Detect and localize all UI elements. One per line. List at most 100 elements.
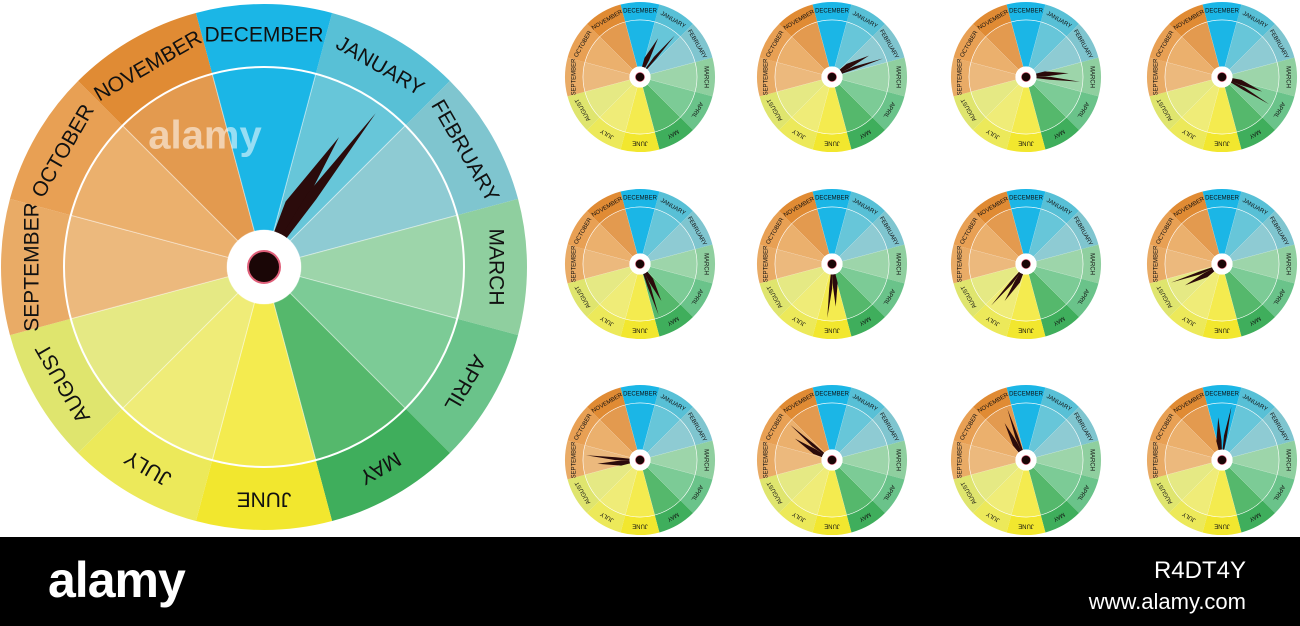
month-ring-segment [1277, 440, 1297, 480]
month-ring-segment [972, 387, 1012, 420]
month-label: MAY [666, 315, 680, 326]
ring-divider [968, 402, 1084, 518]
month-label: JUNE [1018, 522, 1034, 528]
month-ring-segment [680, 91, 713, 131]
month-label: JUNE [824, 522, 840, 528]
month-label: SEPTEMBER [1154, 245, 1160, 283]
month-ring-segment [1168, 387, 1208, 420]
month-ring-segment [1168, 117, 1208, 150]
month-ring-segment [846, 4, 886, 37]
month-ring-segment [1168, 4, 1208, 37]
month-ring-segment [846, 191, 886, 224]
month-ring-segment [872, 406, 905, 446]
month-ring-segment [759, 406, 792, 446]
month-ring-segment [1006, 132, 1046, 152]
month-label: MAY [1052, 128, 1066, 139]
month-clock: JANUARYFEBRUARYMARCHAPRILMAYJUNEJULYAUGU… [951, 189, 1101, 339]
month-label: DECEMBER [623, 196, 658, 202]
month-ring-segment [1149, 474, 1182, 514]
month-ring-segment [872, 23, 905, 63]
month-label: SEPTEMBER [764, 245, 770, 283]
month-ring-segment [315, 408, 450, 522]
month-ring-segment [654, 387, 694, 420]
clock-pin [247, 250, 281, 284]
month-ring-segment [1066, 406, 1099, 446]
month-ring-segment [972, 304, 1012, 337]
clock-pin [635, 455, 645, 465]
month-ring-segment [9, 318, 123, 453]
month-ring-segment [1168, 304, 1208, 337]
month-ring-segment [812, 319, 852, 339]
month-ring-segment [695, 244, 715, 284]
month-ring-segment [1040, 117, 1080, 150]
month-ring-segment [195, 4, 333, 74]
month-ring-segment [759, 474, 792, 514]
month-clock: JANUARYFEBRUARYMARCHAPRILMAYJUNEJULYAUGU… [565, 189, 715, 339]
month-ring-segment [1236, 304, 1276, 337]
month-label: MARCH [894, 253, 900, 275]
month-ring-segment [695, 57, 715, 97]
month-ring-segment [1081, 57, 1101, 97]
ring-divider [1164, 206, 1280, 322]
month-ring-segment [195, 460, 333, 530]
month-ring-segment [1236, 191, 1276, 224]
month-ring-segment [1149, 210, 1182, 250]
month-label: MAY [666, 128, 680, 139]
watermark: alamy [148, 114, 262, 158]
month-ring-segment [1277, 244, 1297, 284]
month-ring-segment [405, 318, 519, 453]
month-ring-segment [654, 500, 694, 533]
clock-pin [1217, 455, 1227, 465]
month-ring-segment [1168, 500, 1208, 533]
month-label: DECEMBER [623, 392, 658, 398]
footer-logo: alamy [48, 552, 186, 608]
month-ring-segment [972, 191, 1012, 224]
month-ring-segment [680, 406, 713, 446]
month-ring-segment [586, 387, 626, 420]
month-label: MAY [1052, 511, 1066, 522]
month-ring-segment [1202, 385, 1242, 405]
month-label: DECEMBER [1205, 196, 1240, 202]
footer-url: www.alamy.com [1088, 589, 1246, 614]
month-ring-segment [1262, 278, 1295, 318]
month-ring-segment [951, 244, 971, 284]
month-ring-segment [1277, 57, 1297, 97]
month-label: SEPTEMBER [1154, 441, 1160, 479]
month-label: DECEMBER [815, 9, 850, 15]
month-label: JUNE [1214, 522, 1230, 528]
month-clock: JANUARYFEBRUARYMARCHAPRILMAYJUNEJULYAUGU… [1147, 385, 1297, 535]
month-ring-segment [565, 440, 585, 480]
month-ring-segment [620, 385, 660, 405]
month-ring-segment [1006, 515, 1046, 535]
month-ring-segment [1147, 244, 1167, 284]
month-ring-segment [680, 474, 713, 514]
month-label: JUNE [824, 326, 840, 332]
month-ring-segment [654, 117, 694, 150]
month-label: JUNE [1018, 139, 1034, 145]
month-ring-segment [872, 91, 905, 131]
month-ring-segment [872, 210, 905, 250]
month-label: MAY [858, 315, 872, 326]
month-ring-segment [757, 244, 777, 284]
month-label: MAY [1052, 315, 1066, 326]
month-ring-segment [567, 474, 600, 514]
month-clock: JANUARYFEBRUARYMARCHAPRILMAYJUNEJULYAUGU… [951, 385, 1101, 535]
month-ring-segment [887, 244, 907, 284]
month-ring-segment [1147, 57, 1167, 97]
month-ring-segment [757, 440, 777, 480]
month-ring-segment [778, 117, 818, 150]
month-ring-segment [1262, 23, 1295, 63]
month-clock: JANUARYFEBRUARYMARCHAPRILMAYJUNEJULYAUGU… [757, 2, 907, 152]
month-ring-segment [1040, 191, 1080, 224]
month-ring-segment [872, 278, 905, 318]
month-ring-segment [654, 191, 694, 224]
month-ring-segment [680, 210, 713, 250]
month-ring-segment [887, 440, 907, 480]
month-ring-segment [778, 500, 818, 533]
month-label: MAY [1248, 315, 1262, 326]
month-ring-segment [405, 81, 519, 216]
month-ring-segment [680, 278, 713, 318]
month-ring-segment [1202, 189, 1242, 209]
month-ring-segment [1168, 191, 1208, 224]
ring-divider [1164, 402, 1280, 518]
